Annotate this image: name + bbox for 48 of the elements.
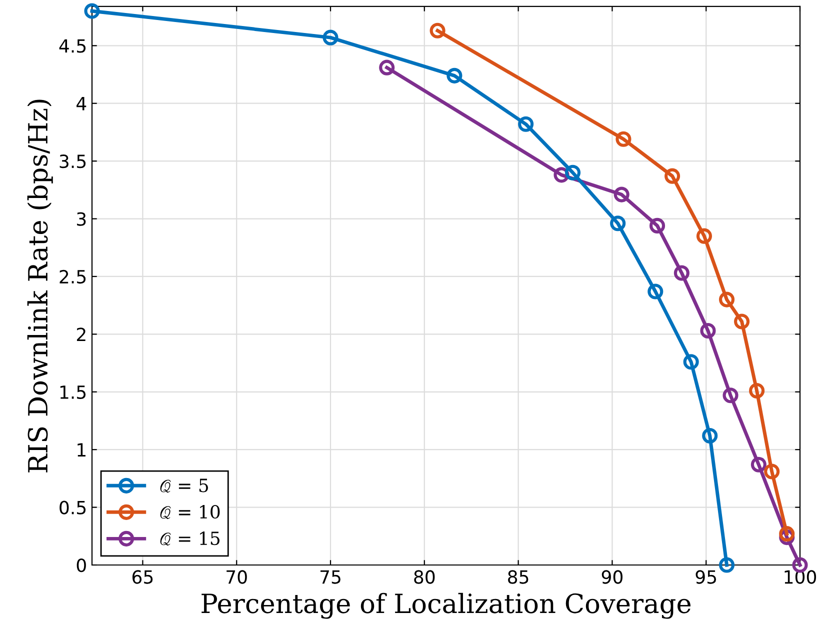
y-tick-label: 1.5 [60, 386, 86, 400]
point [764, 464, 780, 480]
point [446, 68, 462, 84]
point [683, 354, 699, 370]
y-tick-label: 0.5 [60, 500, 86, 514]
y-axis-title: RIS Downlink Rate (bps/Hz) [27, 100, 53, 472]
y-tick-label: 2.5 [60, 270, 86, 284]
point [700, 322, 716, 338]
x-tick-label: 95 [696, 570, 716, 584]
point [702, 428, 718, 444]
x-tick-label: 70 [226, 570, 247, 584]
y-tick-label: 1 [78, 443, 86, 456]
point [564, 164, 581, 180]
point [430, 22, 446, 38]
y-tick-label: 0 [76, 558, 86, 572]
y-tick-label: 3 [77, 212, 86, 226]
point [84, 3, 100, 19]
y-tick-label: 4.5 [59, 39, 86, 53]
x-tick-label: 85 [508, 570, 528, 584]
point [718, 292, 735, 308]
x-tick-label: 65 [132, 570, 153, 584]
y-tick-label: 2 [76, 328, 86, 342]
point [696, 228, 712, 244]
x-tick-label: 80 [414, 570, 435, 584]
x-axis-title: Percentage of Localization Coverage [202, 592, 691, 619]
legend-label: 𝒬 = 15 [160, 531, 220, 546]
x-tick-label: 75 [320, 570, 340, 584]
legend-label: 𝒬 = 5 [160, 478, 208, 493]
y-tick-label: 4 [76, 97, 86, 110]
point [674, 265, 690, 281]
y-tick-label: 3.5 [60, 154, 86, 168]
x-tick-label: 90 [602, 570, 622, 584]
point [610, 216, 626, 232]
point [779, 526, 795, 542]
point [718, 557, 735, 573]
point [616, 131, 632, 147]
point [750, 456, 766, 472]
point [749, 382, 765, 399]
legend-label: 𝒬 = 10 [160, 504, 220, 520]
point [649, 218, 666, 234]
point [648, 284, 664, 300]
point [734, 314, 750, 330]
point [518, 116, 534, 132]
point [379, 60, 395, 76]
point [322, 30, 338, 46]
point [664, 168, 680, 184]
point [722, 388, 738, 404]
point [614, 186, 630, 202]
